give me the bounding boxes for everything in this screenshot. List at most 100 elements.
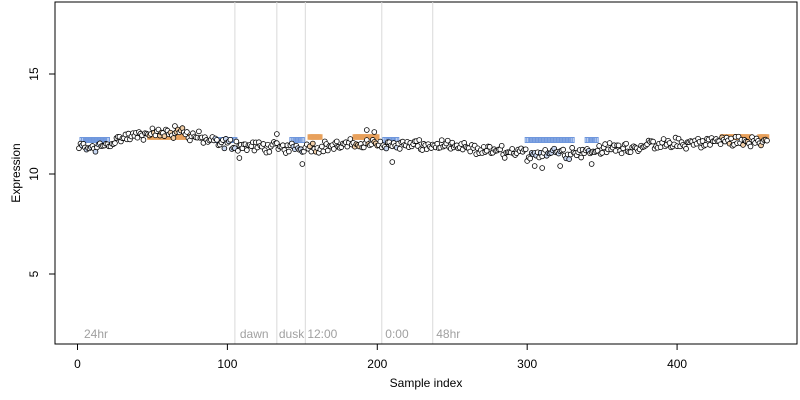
data-point bbox=[650, 138, 656, 145]
data-point bbox=[702, 142, 709, 148]
outlier-point bbox=[236, 155, 243, 161]
data-point bbox=[612, 148, 619, 154]
data-point bbox=[566, 156, 572, 162]
data-point bbox=[596, 143, 602, 149]
y-tick-label: 5 bbox=[27, 270, 41, 277]
x-axis-title: Sample index bbox=[390, 376, 463, 390]
data-point bbox=[134, 134, 141, 141]
data-point bbox=[602, 141, 608, 147]
annotation-4: 0:00 bbox=[385, 327, 409, 341]
x-axis: 0 100 200 300 400 bbox=[74, 343, 687, 371]
data-point bbox=[221, 145, 228, 152]
data-point bbox=[286, 148, 292, 155]
data-point bbox=[161, 133, 168, 139]
data-point bbox=[227, 137, 234, 143]
data-point bbox=[728, 135, 734, 142]
data-point bbox=[310, 140, 316, 147]
outlier-point bbox=[389, 159, 396, 165]
data-point bbox=[235, 148, 241, 154]
data-point bbox=[438, 137, 445, 143]
x-tick-label: 300 bbox=[517, 357, 537, 371]
data-point bbox=[383, 145, 390, 152]
data-point bbox=[560, 146, 566, 153]
x-tick-label: 0 bbox=[74, 357, 81, 371]
data-point bbox=[184, 129, 190, 135]
low-marker bbox=[593, 137, 599, 143]
low-marker bbox=[299, 137, 305, 143]
data-point bbox=[419, 147, 426, 153]
data-point bbox=[509, 146, 515, 152]
annotation-0: 24hr bbox=[84, 327, 108, 341]
data-point bbox=[196, 128, 202, 135]
y-axis: 5 10 15 bbox=[27, 67, 56, 277]
y-axis-title: Expression bbox=[9, 143, 23, 202]
data-point bbox=[740, 142, 746, 148]
data-point bbox=[140, 137, 147, 143]
outlier-point bbox=[371, 129, 378, 135]
data-point bbox=[274, 140, 280, 146]
data-point bbox=[260, 141, 267, 147]
data-point bbox=[717, 141, 724, 147]
high-marker bbox=[318, 134, 323, 140]
data-point bbox=[522, 146, 529, 153]
outlier-point bbox=[539, 165, 545, 171]
outlier-point bbox=[557, 163, 563, 169]
x-tick-label: 200 bbox=[367, 357, 387, 371]
data-point bbox=[320, 148, 327, 155]
annotation-5: 48hr bbox=[436, 327, 460, 341]
data-point bbox=[618, 150, 625, 157]
data-point bbox=[377, 138, 384, 145]
data-point bbox=[599, 150, 605, 156]
data-point bbox=[578, 154, 584, 161]
y-tick-label: 15 bbox=[27, 67, 41, 81]
data-point bbox=[707, 142, 713, 148]
data-point bbox=[486, 144, 493, 150]
data-point bbox=[334, 138, 340, 145]
data-point bbox=[233, 138, 240, 145]
data-point bbox=[444, 137, 451, 144]
data-point bbox=[615, 142, 622, 149]
data-point bbox=[675, 135, 682, 142]
data-point bbox=[660, 136, 667, 142]
annotation-3: 12:00 bbox=[307, 327, 337, 341]
data-point bbox=[331, 146, 337, 152]
outlier-point bbox=[299, 161, 306, 167]
low-marker bbox=[569, 137, 575, 143]
data-point bbox=[347, 136, 354, 142]
annotations: 24hr dawn dusk 12:00 0:00 48hr bbox=[84, 327, 460, 341]
data-point bbox=[214, 137, 220, 143]
data-point bbox=[606, 140, 613, 146]
data-point bbox=[527, 155, 533, 162]
data-point bbox=[319, 143, 325, 150]
vertical-lines bbox=[234, 2, 434, 344]
outlier-point bbox=[531, 163, 538, 169]
data-point bbox=[266, 149, 273, 155]
outlier-point bbox=[588, 161, 595, 167]
data-point bbox=[747, 143, 754, 150]
data-point bbox=[627, 149, 634, 155]
x-tick-label: 400 bbox=[667, 357, 687, 371]
data-point bbox=[764, 137, 770, 144]
data-point bbox=[501, 155, 508, 161]
data-point bbox=[112, 140, 118, 146]
data-points bbox=[76, 123, 770, 171]
x-tick-label: 100 bbox=[217, 357, 237, 371]
outlier-point bbox=[172, 123, 178, 129]
data-point bbox=[280, 142, 286, 148]
data-point bbox=[467, 148, 474, 155]
high-marker bbox=[375, 134, 380, 140]
annotation-1: dawn bbox=[240, 327, 269, 341]
data-point bbox=[244, 147, 250, 153]
data-point bbox=[170, 135, 177, 141]
data-point bbox=[498, 142, 505, 149]
data-point bbox=[569, 145, 575, 151]
data-point bbox=[683, 145, 689, 152]
data-point bbox=[623, 140, 629, 147]
outlier-point bbox=[274, 131, 280, 137]
y-tick-label: 10 bbox=[27, 167, 41, 181]
data-point bbox=[699, 138, 706, 144]
plot-box bbox=[54, 1, 798, 345]
annotation-2: dusk bbox=[279, 327, 305, 341]
data-point bbox=[416, 137, 423, 143]
